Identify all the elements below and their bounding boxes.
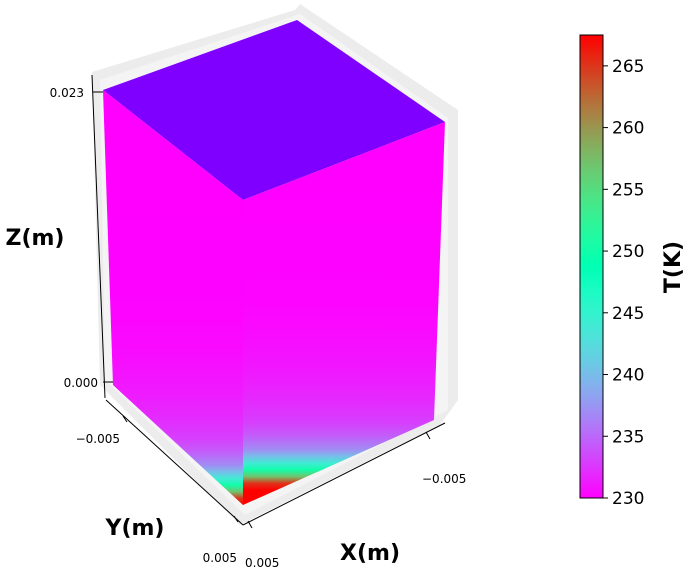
colorbar-tick-label-230: 230 xyxy=(612,489,644,509)
colorbar-tick-label-250: 250 xyxy=(612,242,644,262)
box-top-face xyxy=(103,20,445,200)
x-tick-pos xyxy=(247,520,253,529)
z-tick-label-0000: 0.000 xyxy=(64,376,98,390)
z-axis-title: Z(m) xyxy=(6,226,65,251)
y-tick-label-pos: 0.005 xyxy=(203,551,237,565)
z-tick-label-0023: 0.023 xyxy=(50,86,84,100)
y-tick-pos xyxy=(233,515,239,523)
z-axis-line xyxy=(91,74,106,399)
x-tick-label-pos: 0.005 xyxy=(245,556,279,568)
colorbar-tick-label-240: 240 xyxy=(612,366,644,386)
colorbar-ticks: 230 235 240 245 250 255 260 265 xyxy=(603,57,644,509)
y-tick-neg xyxy=(122,415,128,423)
y-axis-line xyxy=(105,399,244,526)
colorbar-tick-label-245: 245 xyxy=(612,304,644,324)
colorbar-tick-label-255: 255 xyxy=(612,180,644,200)
y-tick-label-neg: −0.005 xyxy=(76,432,120,446)
colorbar-title: T(K) xyxy=(661,241,685,293)
colorbar-tick-label-260: 260 xyxy=(612,119,644,139)
x-axis-line xyxy=(242,422,446,526)
box-right-face xyxy=(243,122,445,505)
x-tick-label-neg: −0.005 xyxy=(422,472,466,486)
colorbar-tick-label-265: 265 xyxy=(612,57,644,77)
colorbar-tick-label-235: 235 xyxy=(612,427,644,447)
y-axis-title: Y(m) xyxy=(105,516,165,541)
x-tick-neg xyxy=(425,431,431,440)
box-left-face xyxy=(103,90,243,505)
colorbar xyxy=(579,34,604,499)
x-axis-title: X(m) xyxy=(340,541,400,566)
